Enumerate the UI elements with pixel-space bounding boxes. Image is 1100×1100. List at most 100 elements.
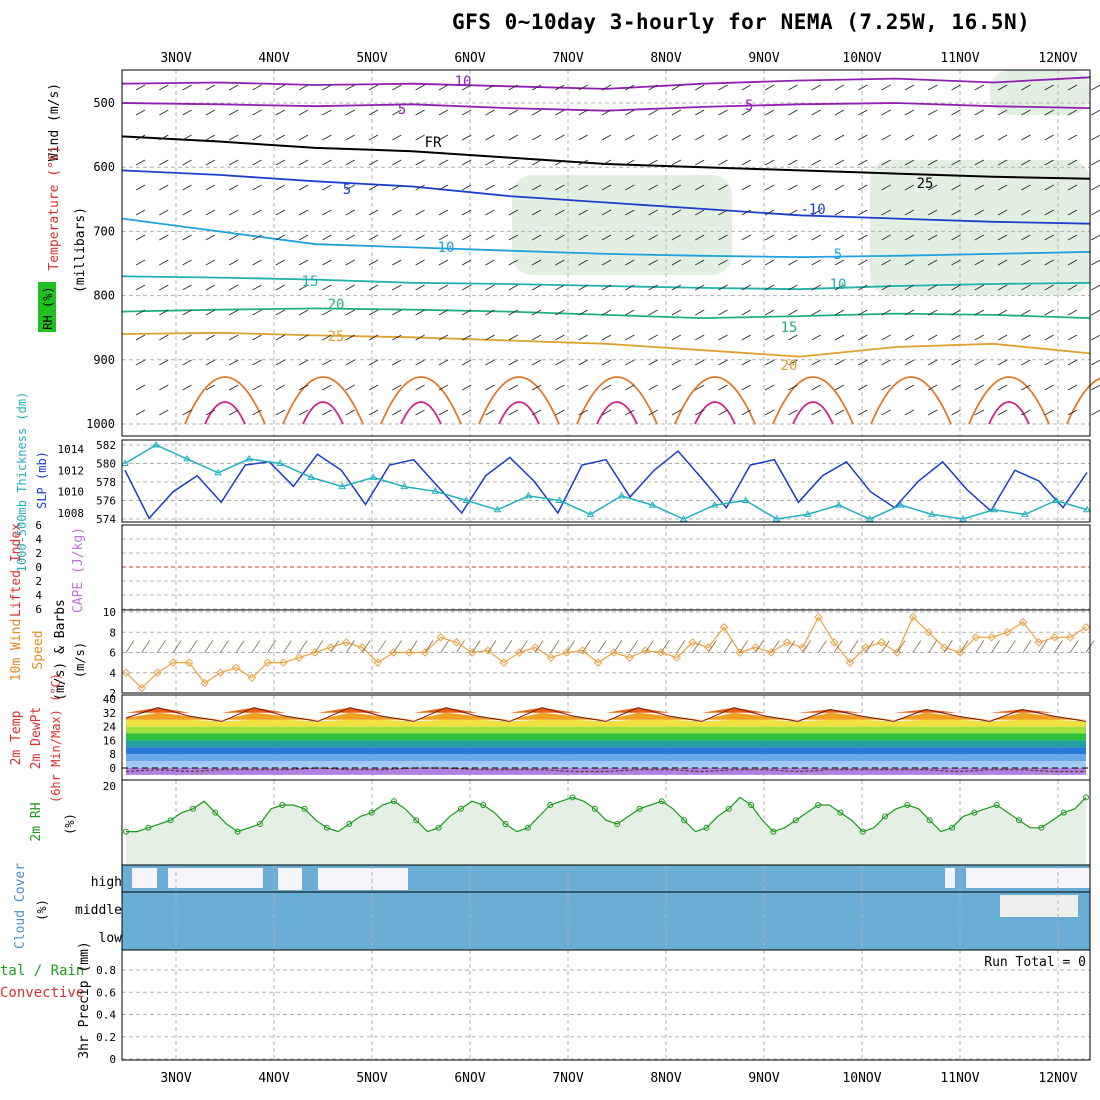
wind-barb [625,334,635,341]
wind-speed-point [436,633,445,642]
wind-barb [1021,209,1031,216]
wind-barb [648,84,658,91]
wind-barb [345,184,355,191]
wind-barb [718,209,728,216]
wind-barb [229,384,239,391]
wind-barb [625,234,635,241]
wind-barb [858,159,868,166]
wind-barb [834,284,845,291]
wind-barb [671,259,682,266]
wind-barb [275,209,285,216]
thickness-point [338,482,347,490]
wind-barb [974,384,984,391]
wind-barb-10m [959,640,969,653]
wind-barb [368,359,379,366]
isotherm-35-arch [596,401,638,425]
wind-barb [928,284,938,291]
wind-barb [601,409,612,416]
wind-barb [811,209,821,216]
pressure-tick-label: 700 [93,224,115,238]
isotherm-30-arch [674,376,756,425]
wind-barb [1021,409,1031,416]
wind-barb-10m [881,640,890,653]
wind-barb [298,334,309,341]
wind-barb [928,84,938,91]
wind-speed-point [688,638,697,647]
wind-barb [764,384,775,391]
wind-barb [578,309,588,316]
li-tick-label: 0 [35,561,42,574]
wind-barb [648,384,658,391]
wind-barb-10m [471,640,481,653]
wind-barb-10m [330,640,339,653]
wind-barb [648,159,658,166]
temp2m-axis-label: 2m Temp [9,710,24,765]
wind-barb [508,359,518,366]
date-label-bottom: 4NOV [258,1071,289,1086]
wind-barb [648,209,658,216]
wind-barb [928,134,938,141]
wind-barb [764,134,775,141]
wind-barb [811,384,821,391]
wind-barb [135,359,146,366]
wind-barb [205,334,216,341]
wind-barb [1044,134,1054,141]
wind-barb [764,259,775,266]
wind-barb [904,259,915,266]
dewpt2m-axis-label: 2m DewPt [29,707,44,770]
wind-barb [508,384,518,391]
wind-barb [625,284,635,291]
wind-barb [298,209,309,216]
wind-barb [928,159,938,166]
wind-barb [275,134,285,141]
wind-barb-10m [755,640,764,653]
wind-barb [485,259,495,266]
temp-band [126,740,1086,748]
wind-barb [1091,109,1100,116]
wind-barb [764,84,775,91]
wind-barb [578,234,588,241]
wind-barb [1067,409,1078,416]
wind-barb [951,84,961,91]
wind-barb [881,409,891,416]
date-label-bottom: 3NOV [160,1071,191,1086]
wind-barb [1044,184,1054,191]
wind-barb [345,309,355,316]
wind-barb-10m [361,640,371,653]
wind-barb [159,84,169,91]
wind-barb [275,359,285,366]
li-tick-label: 6 [35,603,42,616]
thickness-tick-label: 574 [96,513,116,526]
wind-barb [578,84,588,91]
wind-barb [298,159,309,166]
wind-barb [951,134,961,141]
wind-barb [881,359,891,366]
wind-barb [462,309,472,316]
wind-barb [298,234,309,241]
wind-barb [904,234,915,241]
thickness-point [183,454,191,462]
wind-barb [368,234,379,241]
wind-barb [997,209,1008,216]
thickness-point [307,473,316,480]
wind-barb [438,309,449,316]
cloud-clear-patch [966,868,1090,888]
wind-barb [485,209,495,216]
wind-barb [671,184,682,191]
wind-barb [531,384,542,391]
wind-barb [578,384,588,391]
wind-barb [252,84,262,91]
wind-barb [508,259,518,266]
isotherm-line [121,307,1091,320]
wind-barb-10m [912,640,922,653]
wind-barb [275,109,285,116]
wind-barb [182,184,192,191]
wind-barb [858,234,868,241]
wind-barb [182,284,192,291]
wind-barb [904,359,915,366]
wind-barb [368,259,379,266]
wind-barb-10m [1054,640,1063,653]
isotherm-label: 5 [343,182,351,198]
wind-barb-10m [944,640,953,653]
wind-barb [741,159,751,166]
